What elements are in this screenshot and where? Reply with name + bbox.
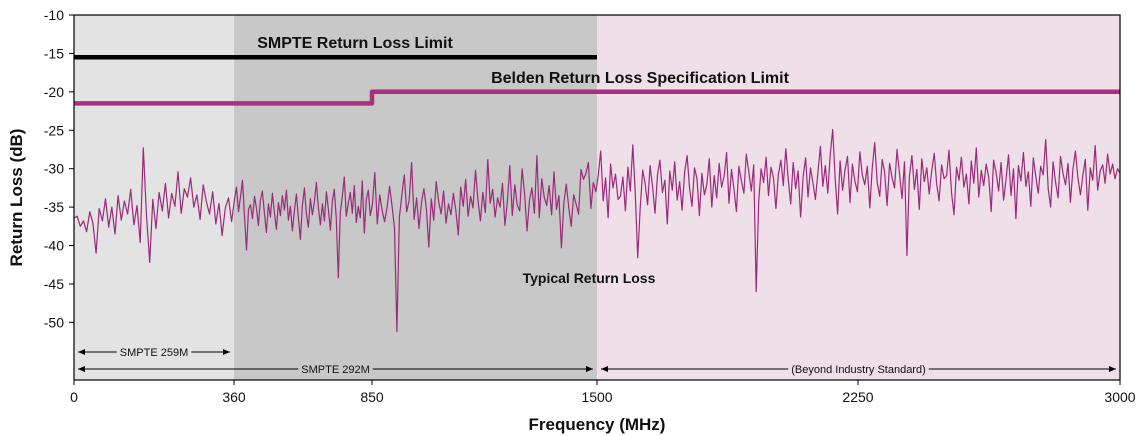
band-2: (Beyond Industry Standard) [601, 364, 1116, 376]
axes: -10 -15 -20 -25 -30 -35 -40 -45 -50 0 360 850 1500 22… [44, 7, 1136, 405]
band-arrow-right [586, 366, 593, 372]
x-tick-label: 850 [360, 389, 384, 405]
x-tick-label: 3000 [1104, 389, 1135, 405]
y-tick-label: -30 [44, 161, 64, 177]
belden-limit-line [74, 89, 1120, 106]
smpte-limit-label: SMPTE Return Loss Limit [257, 35, 453, 52]
band-label: (Beyond Industry Standard) [791, 364, 926, 376]
typical-return-loss-line [73, 128, 1121, 333]
x-tick-label: 360 [222, 389, 246, 405]
x-tick-label: 2250 [842, 389, 873, 405]
series-lines [73, 55, 1121, 333]
band-arrow-left [78, 349, 85, 355]
typical-return-loss-label: Typical Return Loss [523, 270, 656, 286]
y-tick-label: -15 [44, 45, 64, 61]
y-axis-title: Return Loss (dB) [7, 129, 26, 267]
band-label: SMPTE 259M [120, 347, 188, 359]
frequency-regions [74, 15, 1120, 380]
y-tick-label: -35 [44, 199, 64, 215]
standard-bands: SMPTE 259M SMPTE 292M (Beyond Industry Sta… [78, 347, 1116, 376]
y-tick-label: -50 [44, 314, 64, 330]
y-tick-label: -45 [44, 276, 64, 292]
band-arrow-left [78, 366, 85, 372]
y-tick-label: -20 [44, 84, 64, 100]
band-0: SMPTE 259M [78, 347, 230, 359]
band-arrow-right [223, 349, 230, 355]
region-1 [234, 15, 597, 380]
region-2 [597, 15, 1120, 380]
region-0 [74, 15, 234, 380]
series-labels: SMPTE Return Loss Limit Belden Return Los… [257, 35, 789, 286]
band-label: SMPTE 292M [301, 364, 369, 376]
band-1: SMPTE 292M [78, 364, 593, 376]
band-arrow-right [1109, 366, 1116, 372]
y-tick-label: -10 [44, 7, 64, 23]
x-axis-title: Frequency (MHz) [529, 415, 666, 434]
y-tick-label: -25 [44, 122, 64, 138]
y-tick-label: -40 [44, 238, 64, 254]
belden-limit-label: Belden Return Loss Specification Limit [491, 70, 789, 87]
x-tick-label: 0 [70, 389, 78, 405]
x-tick-label: 1500 [581, 389, 612, 405]
band-arrow-left [601, 366, 608, 372]
